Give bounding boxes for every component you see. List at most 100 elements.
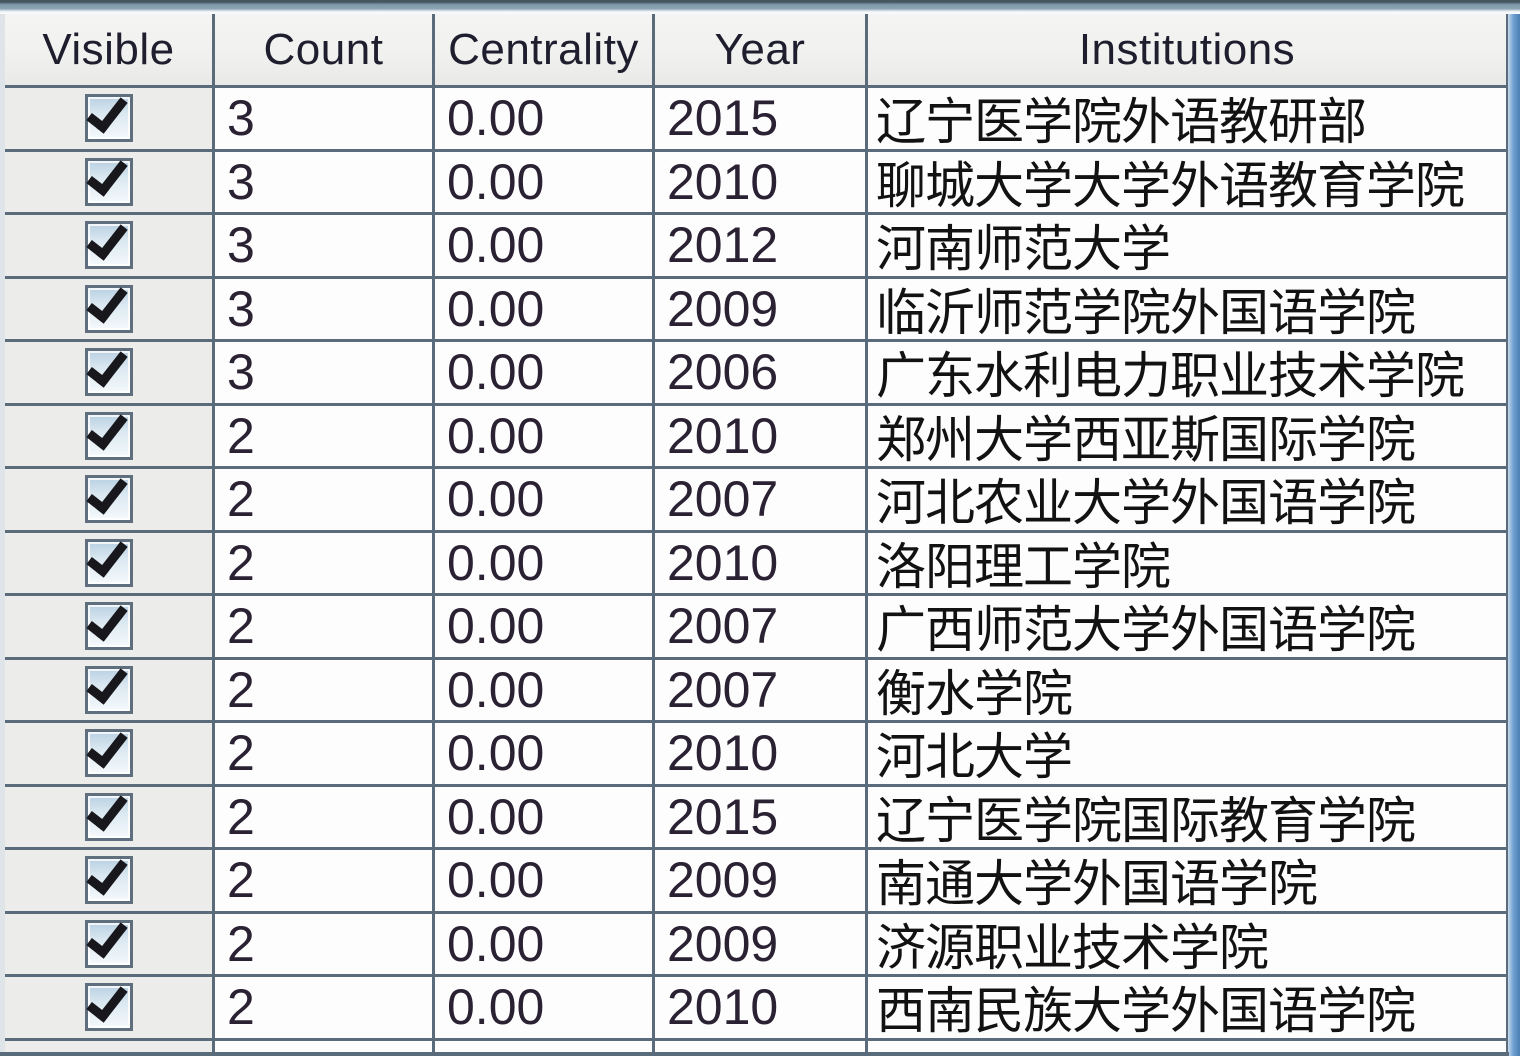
table-row[interactable]: 2 0.00 2009 济源职业技术学院 — [5, 913, 1509, 977]
table-row[interactable]: 3 0.00 2006 广东水利电力职业技术学院 — [5, 342, 1509, 406]
institution-cell: 辽宁医学院国际教育学院 — [868, 786, 1509, 850]
institution-cell: 济源职业技术学院 — [868, 913, 1509, 977]
table-row[interactable]: 3 0.00 2015 辽宁医学院外语教研部 — [5, 88, 1509, 152]
count-cell: 2 — [215, 532, 435, 596]
table-row[interactable]: 3 0.00 2012 河南师范大学 — [5, 215, 1509, 279]
centrality-cell: 0.00 — [435, 850, 655, 914]
table-row[interactable]: 2 0.00 2010 郑州大学西亚斯国际学院 — [5, 405, 1509, 469]
column-header-visible[interactable]: Visible — [5, 14, 215, 88]
check-icon — [85, 279, 128, 324]
check-icon — [85, 724, 128, 769]
year-cell: 2010 — [655, 151, 868, 215]
table-bottom-edge — [0, 1052, 1509, 1056]
centrality-cell: 0.00 — [435, 278, 655, 342]
count-cell: 3 — [215, 342, 435, 406]
visible-checkbox[interactable] — [84, 152, 133, 206]
institution-cell: 衡水学院 — [868, 659, 1509, 723]
visible-cell — [5, 278, 215, 342]
column-header-institutions[interactable]: Institutions — [868, 14, 1509, 88]
visible-checkbox[interactable] — [84, 406, 133, 460]
check-icon — [85, 406, 128, 451]
table-row[interactable]: 3 0.00 2009 临沂师范学院外国语学院 — [5, 278, 1509, 342]
centrality-cell: 0.00 — [435, 659, 655, 723]
visible-checkbox[interactable] — [84, 660, 133, 714]
centrality-cell: 0.00 — [435, 532, 655, 596]
table-row[interactable]: 2 0.00 2010 洛阳理工学院 — [5, 532, 1509, 596]
check-icon — [85, 533, 128, 578]
visible-checkbox[interactable] — [84, 724, 133, 778]
visible-cell — [5, 786, 215, 850]
vertical-scrollbar[interactable] — [1508, 14, 1520, 1056]
visible-checkbox[interactable] — [84, 914, 133, 968]
institution-cell: 西南民族大学外国语学院 — [868, 977, 1509, 1041]
centrality-cell: 0.00 — [435, 88, 655, 152]
table-row[interactable]: 2 0.00 2010 河北大学 — [5, 723, 1509, 787]
centrality-cell: 0.00 — [435, 786, 655, 850]
count-cell: 2 — [215, 786, 435, 850]
centrality-cell: 0.00 — [435, 913, 655, 977]
year-cell: 2010 — [655, 723, 868, 787]
table-row[interactable]: 2 0.00 2007 衡水学院 — [5, 659, 1509, 723]
institution-cell: 洛阳理工学院 — [868, 532, 1509, 596]
year-cell: 2012 — [655, 215, 868, 279]
table-header-row: Visible Count Centrality Year Institutio… — [5, 14, 1509, 88]
table-row[interactable]: 2 0.00 2007 广西师范大学外国语学院 — [5, 596, 1509, 660]
count-cell: 3 — [215, 88, 435, 152]
check-icon — [85, 978, 128, 1023]
visible-checkbox[interactable] — [84, 851, 133, 905]
visible-checkbox[interactable] — [84, 533, 133, 587]
visible-cell — [5, 469, 215, 533]
year-cell: 2010 — [655, 977, 868, 1041]
column-header-count[interactable]: Count — [215, 14, 435, 88]
visible-checkbox[interactable] — [84, 89, 133, 143]
institution-cell: 河南师范大学 — [868, 215, 1509, 279]
institution-cell: 临沂师范学院外国语学院 — [868, 278, 1509, 342]
table-row[interactable]: 2 0.00 2010 西南民族大学外国语学院 — [5, 977, 1509, 1041]
table-body: 3 0.00 2015 辽宁医学院外语教研部 3 0.00 2010 聊城大学大… — [5, 88, 1509, 1056]
visible-checkbox[interactable] — [84, 978, 133, 1032]
count-cell: 2 — [215, 596, 435, 660]
check-icon — [85, 216, 128, 261]
centrality-cell: 0.00 — [435, 342, 655, 406]
visible-cell — [5, 850, 215, 914]
visible-cell — [5, 215, 215, 279]
window-top-bar — [0, 0, 1520, 14]
table-row[interactable]: 2 0.00 2007 河北农业大学外国语学院 — [5, 469, 1509, 533]
visible-checkbox[interactable] — [84, 597, 133, 651]
table-row[interactable]: 2 0.00 2009 南通大学外国语学院 — [5, 850, 1509, 914]
centrality-cell: 0.00 — [435, 596, 655, 660]
count-cell: 2 — [215, 977, 435, 1041]
centrality-cell: 0.00 — [435, 215, 655, 279]
institutions-table: Visible Count Centrality Year Institutio… — [5, 14, 1509, 1056]
column-header-year[interactable]: Year — [655, 14, 868, 88]
count-cell: 3 — [215, 151, 435, 215]
visible-checkbox[interactable] — [84, 343, 133, 397]
centrality-cell: 0.00 — [435, 977, 655, 1041]
year-cell: 2007 — [655, 659, 868, 723]
count-cell: 2 — [215, 850, 435, 914]
centrality-cell: 0.00 — [435, 405, 655, 469]
check-icon — [85, 89, 128, 134]
visible-cell — [5, 913, 215, 977]
count-cell: 2 — [215, 469, 435, 533]
visible-cell — [5, 405, 215, 469]
year-cell: 2009 — [655, 913, 868, 977]
visible-checkbox[interactable] — [84, 216, 133, 270]
year-cell: 2007 — [655, 596, 868, 660]
table-row[interactable]: 3 0.00 2010 聊城大学大学外语教育学院 — [5, 151, 1509, 215]
table-row[interactable]: 2 0.00 2015 辽宁医学院国际教育学院 — [5, 786, 1509, 850]
visible-checkbox[interactable] — [84, 470, 133, 524]
year-cell: 2010 — [655, 405, 868, 469]
visible-cell — [5, 88, 215, 152]
visible-cell — [5, 342, 215, 406]
visible-checkbox[interactable] — [84, 279, 133, 333]
column-header-centrality[interactable]: Centrality — [435, 14, 655, 88]
year-cell: 2009 — [655, 850, 868, 914]
count-cell: 2 — [215, 723, 435, 787]
count-cell: 2 — [215, 405, 435, 469]
year-cell: 2010 — [655, 532, 868, 596]
visible-cell — [5, 596, 215, 660]
check-icon — [85, 787, 128, 832]
institution-cell: 郑州大学西亚斯国际学院 — [868, 405, 1509, 469]
visible-checkbox[interactable] — [84, 787, 133, 841]
